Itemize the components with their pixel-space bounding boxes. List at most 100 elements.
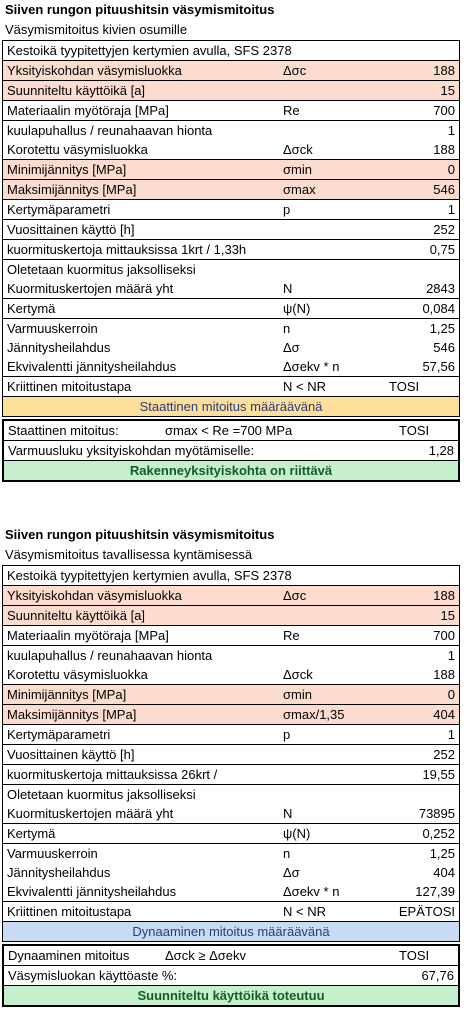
row-label: Minimijännitys [MPa] (7, 687, 127, 702)
row-symbol: Δσekv * n (283, 359, 340, 374)
table-row: kuormituskertoja mittauksissa 1krt / 1,3… (2, 239, 460, 259)
table-row: Ekvivalentti jännitysheilahdus Δσekv * n 5… (2, 357, 460, 376)
row-label: Varmuuskerroin (7, 846, 98, 861)
section-1: Siiven rungon pituushitsin väsymismitoit… (0, 0, 464, 482)
table-row: Maksimijännitys [MPa] σmax/1,35 404 (2, 704, 460, 724)
section-title: Siiven rungon pituushitsin väsymismitoit… (5, 527, 275, 542)
row-symbol: Δσ (283, 340, 300, 355)
row-value: 0,252 (422, 826, 455, 841)
table-row: Jännitysheilahdus Δσ 546 (2, 338, 460, 357)
result-row: Staattinen mitoitus: σmax < Re =700 MPa TO… (4, 421, 458, 441)
table-row: Varmuuskerroin n 1,25 (2, 318, 460, 338)
row-value: 2843 (426, 281, 455, 296)
row-label: Yksityiskohdan väsymisluokka (7, 63, 182, 78)
table-row: Suunniteltu käyttöikä [a] 15 (2, 605, 460, 625)
table-row: kuormituskertoja mittauksissa 26krt / 19,… (2, 764, 460, 784)
banner-text: Staattinen mitoitus määräävänä (139, 399, 323, 414)
row-value: 73895 (418, 806, 455, 821)
result-row: Varmuusluku yksityiskohdan myötämiselle:… (4, 441, 458, 461)
row-symbol: N < NR (283, 904, 326, 919)
row-label: Kestoikä tyypitettyjen kertymien avulla,… (7, 43, 292, 58)
table-row: kuulapuhallus / reunahaavan hionta 1 (2, 120, 460, 140)
row-value: 0,084 (422, 301, 455, 316)
row-label: Kriittinen mitoitustapa (7, 379, 132, 394)
result-value: 1,28 (428, 443, 454, 458)
row-label: Maksimijännitys [MPa] (7, 707, 137, 722)
section-title: Siiven rungon pituushitsin väsymismitoit… (5, 2, 275, 17)
row-value: 188 (433, 63, 455, 78)
row-value: 1 (447, 202, 455, 217)
row-label: Ekvivalentti jännitysheilahdus (7, 884, 177, 899)
row-symbol: Re (283, 103, 300, 118)
row-label: Vuosittainen käyttö [h] (7, 747, 135, 762)
row-symbol: N (283, 281, 293, 296)
section-subtitle: Väsymismitoitus tavallisessa kyntämisess… (5, 547, 253, 562)
parameter-table: Kestoikä tyypitettyjen kertymien avulla,… (2, 40, 460, 417)
table-row: Varmuuskerroin n 1,25 (2, 843, 460, 863)
row-value: 19,55 (422, 767, 455, 782)
row-value: 546 (433, 182, 455, 197)
row-symbol: σmin (283, 162, 312, 177)
result-condition: Δσck ≥ Δσekv (165, 948, 247, 963)
row-symbol: Δσ (283, 865, 300, 880)
row-label: kuulapuhallus / reunahaavan hionta (7, 123, 213, 138)
row-symbol: σmax/1,35 (283, 707, 345, 722)
row-symbol: p (283, 202, 291, 217)
row-label: Jännitysheilahdus (7, 865, 111, 880)
row-label: Varmuuskerroin (7, 321, 98, 336)
row-value: 1 (447, 123, 455, 138)
result-label: Varmuusluku yksityiskohdan myötämiselle: (8, 443, 255, 458)
banner-dynamic: Dynaaminen mitoitus määräävänä (2, 921, 460, 942)
result-row: Väsymisluokan käyttöaste %: 67,76 (4, 966, 458, 986)
section-subtitle: Väsymismitoitus kivien osumille (5, 22, 188, 37)
row-label: kuormituskertoja mittauksissa 26krt / (7, 767, 218, 782)
row-symbol: σmin (283, 687, 312, 702)
table-row: Maksimijännitys [MPa] σmax 546 (2, 179, 460, 199)
row-symbol: n (283, 846, 291, 861)
table-row: Suunniteltu käyttöikä [a] 15 (2, 80, 460, 100)
table-row: Korotettu väsymisluokka Δσck 188 (2, 665, 460, 684)
row-symbol: Re (283, 628, 300, 643)
row-value: 1,25 (429, 321, 455, 336)
result-value: TOSI (399, 948, 430, 963)
row-label: Kertymä (7, 826, 56, 841)
row-value: 0 (447, 162, 455, 177)
row-label: kuulapuhallus / reunahaavan hionta (7, 648, 213, 663)
row-label: Kestoikä tyypitettyjen kertymien avulla,… (7, 568, 292, 583)
result-label: Dynaaminen mitoitus (8, 948, 130, 963)
row-label: Oletetaan kuormitus jaksolliseksi (7, 262, 196, 277)
row-symbol: Δσck (283, 667, 313, 682)
table-row: Kuormituskertojen määrä yht N 2843 (2, 279, 460, 298)
row-value: 15 (440, 83, 455, 98)
row-value: 252 (433, 222, 455, 237)
row-label: Oletetaan kuormitus jaksolliseksi (7, 787, 196, 802)
verdict: Rakenneyksityiskohta on riittävä (4, 461, 458, 480)
row-value: 546 (433, 340, 455, 355)
row-value: EPÄTOSI (398, 904, 455, 919)
result-label: Staattinen mitoitus: (8, 423, 119, 438)
result-row: Dynaaminen mitoitus Δσck ≥ Δσekv TOSI (4, 946, 458, 966)
table-row: Vuosittainen käyttö [h] 252 (2, 744, 460, 764)
row-label: Jännitysheilahdus (7, 340, 111, 355)
row-value: 252 (433, 747, 455, 762)
row-label: Minimijännitys [MPa] (7, 162, 127, 177)
row-label: Korotettu väsymisluokka (7, 667, 148, 682)
row-label: Suunniteltu käyttöikä [a] (7, 83, 146, 98)
row-label: kuormituskertoja mittauksissa 1krt / 1,3… (7, 242, 247, 257)
row-symbol: Δσekv * n (283, 884, 340, 899)
table-row: Kestoikä tyypitettyjen kertymien avulla,… (2, 40, 460, 60)
table-row: Ekvivalentti jännitysheilahdus Δσekv * n 1… (2, 882, 460, 901)
row-value: TOSI (389, 379, 420, 394)
table-row: Oletetaan kuormitus jaksolliseksi (2, 259, 460, 279)
table-row: Kriittinen mitoitustapa N < NR TOSI (2, 376, 460, 396)
banner-static: Staattinen mitoitus määräävänä (2, 396, 460, 417)
row-label: Korotettu väsymisluokka (7, 142, 148, 157)
row-label: Kertymäparametri (7, 727, 111, 742)
row-value: 1 (447, 727, 455, 742)
table-row: Materiaalin myötöraja [MPa] Re 700 (2, 625, 460, 645)
row-value: 700 (433, 103, 455, 118)
row-value: 404 (433, 865, 455, 880)
table-row: Kuormituskertojen määrä yht N 73895 (2, 804, 460, 823)
result-value: 67,76 (421, 968, 454, 983)
row-label: Kertymä (7, 301, 56, 316)
